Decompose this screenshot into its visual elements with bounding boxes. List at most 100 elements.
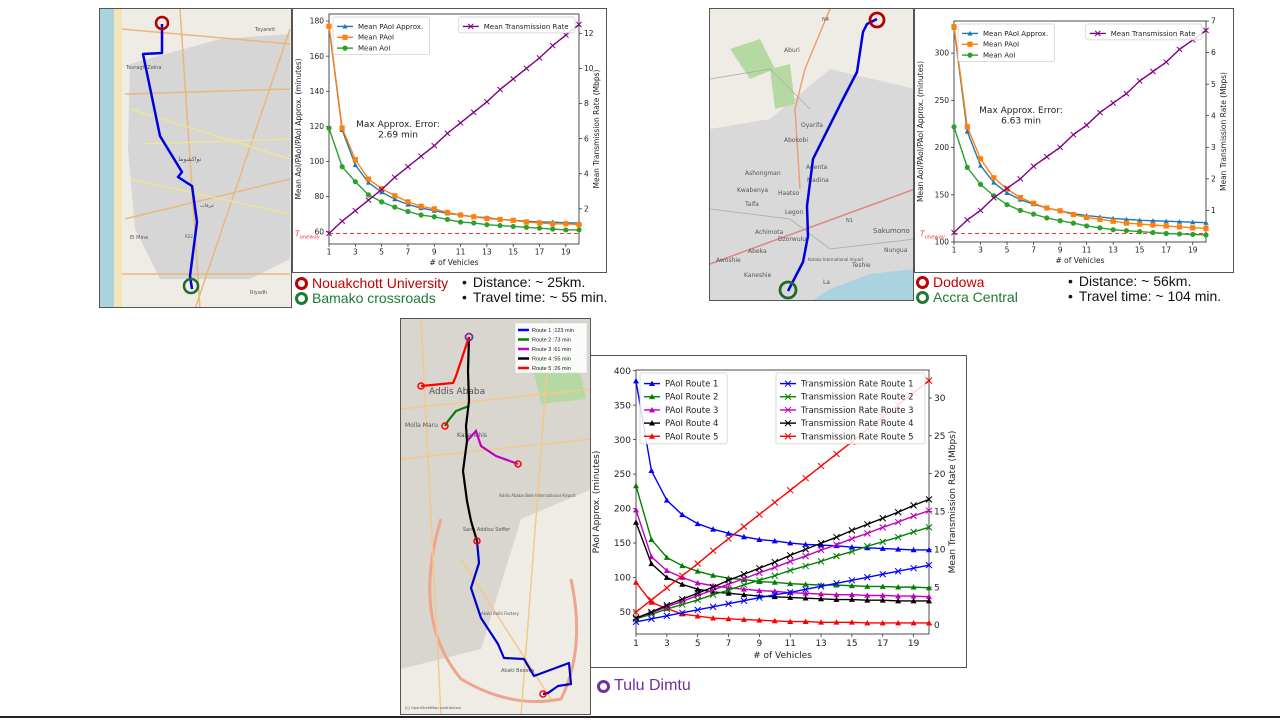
square-marker	[484, 215, 490, 222]
y-tick-label: 140	[310, 87, 325, 96]
circle-marker	[405, 208, 411, 215]
x-tick-label: 3	[978, 246, 983, 255]
x-marker	[771, 564, 779, 571]
x-tick-label: 3	[664, 639, 670, 649]
map-label: Achimota	[755, 229, 784, 236]
square-marker	[576, 222, 582, 228]
x-marker	[833, 450, 840, 458]
square-marker	[563, 221, 569, 227]
x-marker	[925, 495, 933, 503]
destination-marker[interactable]	[182, 277, 200, 295]
y2-tick-label: 10	[934, 545, 946, 555]
x-marker	[894, 508, 902, 516]
circle-marker	[1150, 229, 1156, 236]
origin-marker[interactable]	[154, 15, 170, 31]
triangle-marker	[648, 467, 655, 474]
triangle-marker	[1004, 190, 1010, 195]
y2-tick-label: 12	[584, 29, 594, 38]
x-marker	[786, 486, 794, 494]
triangle-marker	[1123, 216, 1130, 222]
square-marker	[339, 125, 345, 131]
triangle-marker	[756, 536, 763, 542]
origin-name: Tulu Dimtu	[614, 677, 691, 694]
x-marker	[771, 499, 779, 506]
map-label: Teshie	[851, 262, 871, 269]
x-marker	[576, 21, 582, 28]
x-marker	[694, 560, 702, 568]
x-marker	[1176, 46, 1183, 53]
x-tick-label: 15	[846, 639, 857, 649]
legend-box	[957, 23, 1055, 62]
triangle-marker	[771, 588, 778, 594]
x-marker	[817, 462, 825, 470]
x-tick-label: 7	[406, 248, 411, 257]
x-marker	[802, 586, 809, 593]
circle-marker	[379, 199, 385, 205]
y2-tick-label: 8	[584, 99, 589, 108]
circle-marker	[457, 219, 464, 225]
destination-marker[interactable]	[778, 280, 798, 300]
x-marker	[771, 558, 779, 566]
ocean	[813, 269, 913, 300]
legend-label: Mean Transmission Rate	[484, 23, 569, 31]
triangle-marker	[679, 581, 686, 587]
y-tick-label: 80	[314, 192, 324, 201]
map-nouakchott-svg: Teyarett Tevragh Zeina El Mina Riyadh نو…	[100, 9, 291, 307]
map-label: عرفات	[200, 203, 214, 209]
destination-marker[interactable]	[539, 690, 547, 698]
origin-legend: Nouakchott University	[295, 275, 448, 291]
x-marker	[1017, 175, 1024, 182]
legend-box	[1085, 23, 1203, 41]
square-marker	[977, 156, 984, 162]
map-accra[interactable]: N4 Aburi Oyarifa Abokobi Adenta Madina A…	[709, 8, 914, 301]
destination-marker[interactable]	[417, 382, 425, 390]
x-tick-label: 19	[1188, 246, 1198, 255]
x-marker	[863, 573, 871, 581]
triangle-marker	[910, 597, 917, 604]
triangle-marker	[910, 593, 917, 599]
x-marker	[470, 109, 477, 116]
x-marker	[339, 218, 346, 225]
square-marker	[365, 176, 372, 182]
square-marker	[1123, 220, 1130, 226]
destination-marker[interactable]	[441, 422, 449, 430]
y-tick-label: 100	[935, 238, 950, 247]
destination-legend: Bamako crossroads	[295, 290, 436, 306]
map-label: Teyarett	[254, 27, 275, 33]
circle-marker	[342, 45, 348, 51]
threshold-subscript: oneway	[300, 234, 321, 240]
roads	[121, 9, 291, 307]
triangle-marker	[926, 584, 932, 591]
circle-marker	[444, 216, 451, 223]
x-marker	[786, 567, 794, 574]
legend-label: Route 1 :123 min	[532, 328, 574, 334]
circle-marker	[1110, 227, 1116, 233]
triangle-marker	[648, 536, 655, 542]
tulu-dimtu-marker[interactable]	[464, 332, 474, 342]
map-label: Dzorwulu	[778, 236, 806, 243]
x-marker	[709, 583, 717, 591]
map-addis-ababa[interactable]: Addis Ababa Molla Maru Kazanchis Addis A…	[400, 318, 591, 715]
annotation-text: Max Approx. Error:	[979, 106, 1063, 116]
legend-label: Route 5 :26 min	[532, 366, 571, 372]
map-label: Legon	[785, 209, 803, 216]
destination-marker[interactable]	[473, 537, 481, 545]
origin-marker[interactable]	[868, 11, 886, 29]
x-marker	[740, 581, 748, 589]
x-marker	[1203, 27, 1209, 34]
x-marker	[910, 528, 917, 536]
map-nouakchott[interactable]: Teyarett Tevragh Zeina El Mina Riyadh نو…	[99, 8, 292, 308]
triangle-marker	[771, 537, 778, 544]
triangle-marker	[679, 511, 686, 518]
x-marker	[523, 65, 530, 72]
y-axis-label: Mean AoI/PAoI/PAoI Approx. (minutes)	[294, 58, 303, 199]
destination-marker[interactable]	[514, 460, 522, 468]
series-paoi-route-2	[633, 482, 932, 591]
triangle-marker	[771, 579, 778, 585]
triangle-marker	[818, 595, 825, 602]
series-paoi-route-4	[633, 519, 932, 604]
circle-marker	[576, 227, 582, 233]
series-line	[635, 564, 930, 623]
